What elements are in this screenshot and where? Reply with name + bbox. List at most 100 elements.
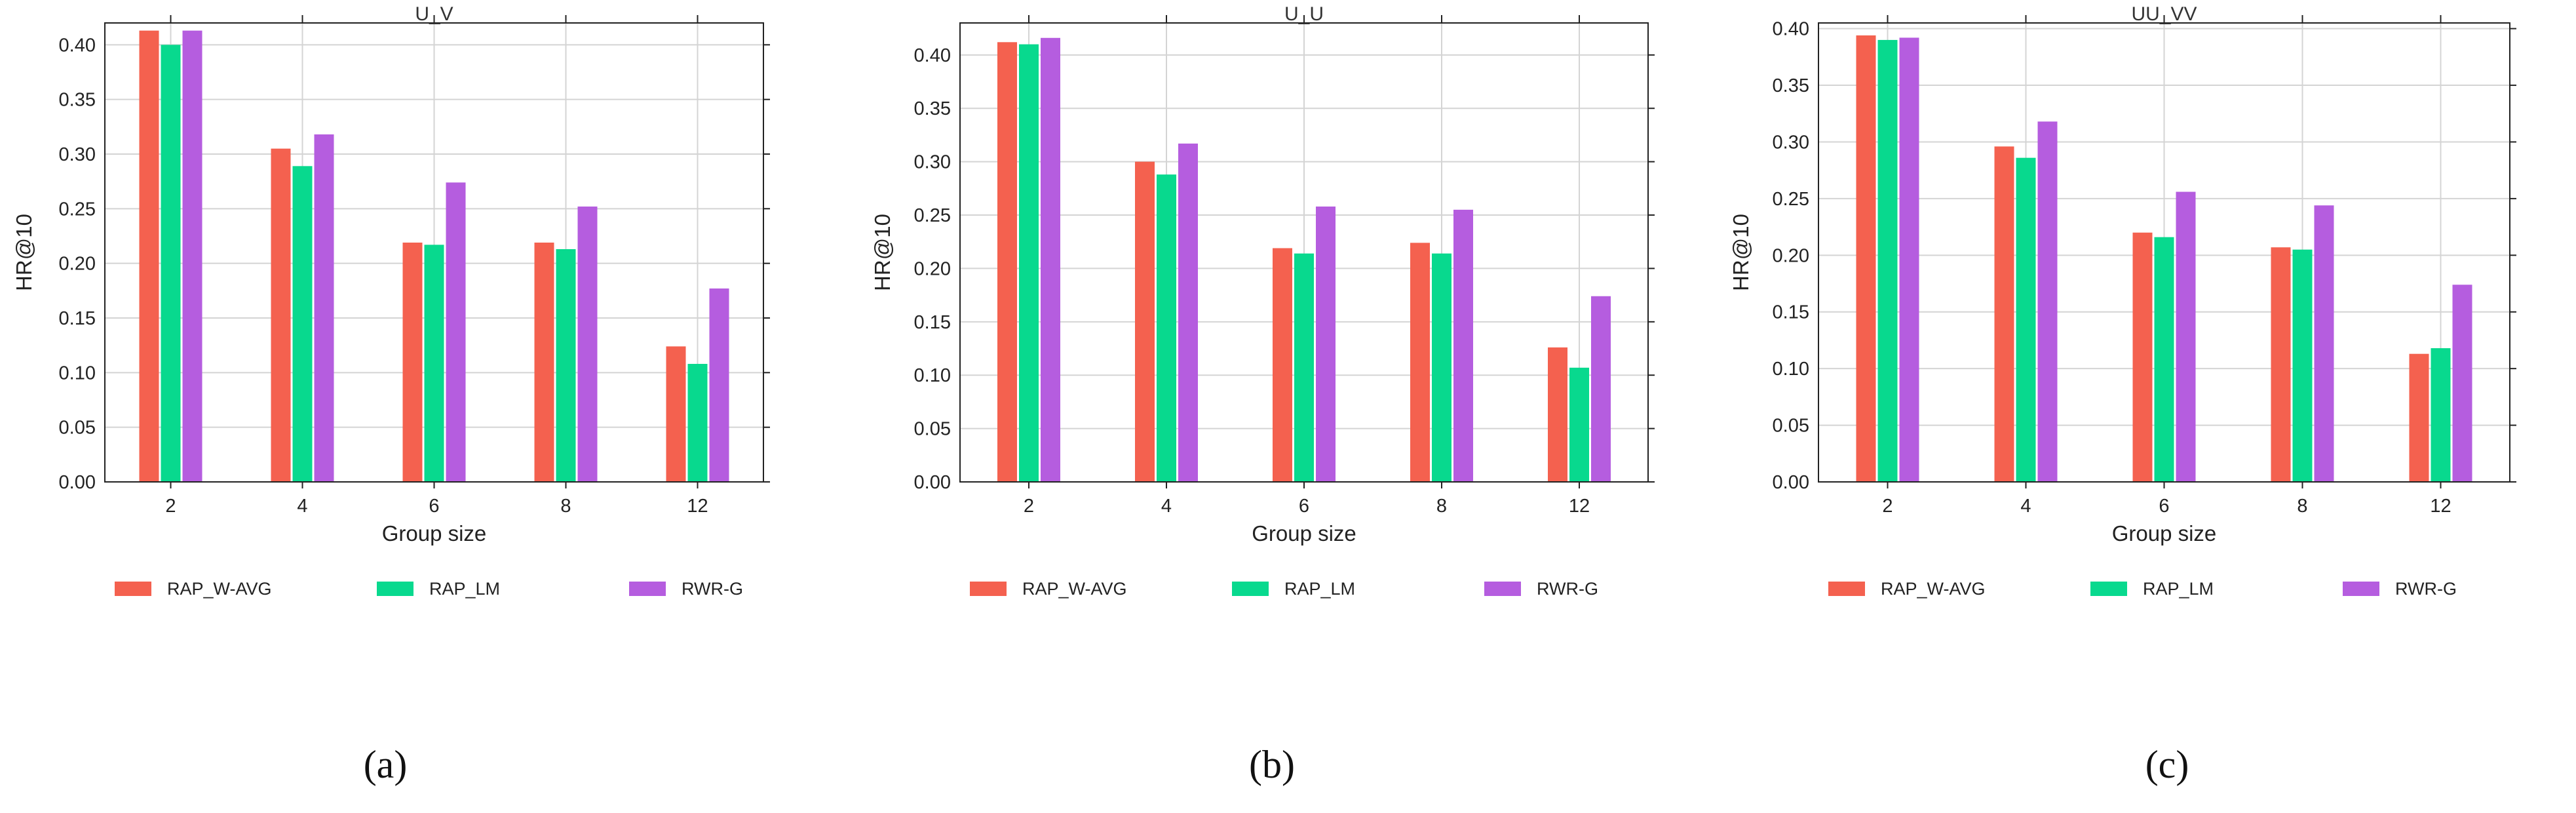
legend-label: RAP_LM bbox=[429, 579, 500, 599]
x-tick-label: 8 bbox=[2297, 496, 2307, 517]
legend-swatch-rwr-g bbox=[1484, 582, 1521, 596]
bar-rap-lm-4 bbox=[292, 166, 313, 483]
chart-title: U_V bbox=[415, 3, 453, 25]
bar-rap-lm-8 bbox=[1432, 253, 1451, 482]
bar-rap-w-avg-2 bbox=[997, 42, 1017, 483]
legend-swatch-rap-lm bbox=[1232, 582, 1269, 596]
bar-rap-w-avg-12 bbox=[666, 346, 686, 482]
bar-rap-lm-8 bbox=[556, 249, 576, 482]
y-tick-label: 0.15 bbox=[1773, 302, 1809, 323]
y-tick-label: 0.05 bbox=[1773, 416, 1809, 437]
bar-rwr-g-6 bbox=[1316, 207, 1336, 482]
y-tick-label: 0.05 bbox=[914, 419, 951, 440]
legend-label: RAP_LM bbox=[2143, 579, 2214, 599]
bar-rap-lm-6 bbox=[1294, 253, 1314, 482]
caption-a: (a) bbox=[363, 743, 408, 786]
bar-rwr-g-12 bbox=[2452, 285, 2472, 482]
bar-rap-w-avg-6 bbox=[402, 243, 423, 482]
bar-rwr-g-8 bbox=[1453, 209, 1473, 482]
caption-c: (c) bbox=[2145, 743, 2189, 786]
y-tick-label: 0.15 bbox=[914, 312, 951, 333]
legend-swatch-rap-w-avg bbox=[115, 582, 151, 596]
x-axis-label: Group size bbox=[2112, 521, 2217, 545]
y-tick-label: 0.30 bbox=[914, 152, 951, 173]
x-tick-label: 2 bbox=[165, 496, 176, 517]
x-axis-label: Group size bbox=[382, 521, 487, 545]
bar-rap-w-avg-12 bbox=[1548, 347, 1567, 482]
y-tick-label: 0.25 bbox=[1773, 189, 1809, 210]
legend-swatch-rwr-g bbox=[629, 582, 666, 596]
bar-rap-lm-2 bbox=[161, 45, 181, 483]
chart-c: 0.00 0.05 0.10 0.15 0.20 0.25 0.30 0.35 0.40 2 4 6 8… bbox=[1729, 3, 2516, 599]
bar-rap-w-avg-6 bbox=[1273, 248, 1292, 482]
legend-label: RAP_W-AVG bbox=[1022, 579, 1127, 599]
chart-b: 0.00 0.05 0.10 0.15 0.20 0.25 0.30 0.35 0.40 2 4 6 8… bbox=[870, 3, 1655, 599]
x-tick-label: 6 bbox=[429, 496, 439, 517]
y-tick-label: 0.10 bbox=[59, 363, 96, 384]
y-tick-label: 0.40 bbox=[1773, 19, 1809, 40]
bar-rap-w-avg-4 bbox=[271, 148, 291, 482]
x-tick-label: 12 bbox=[2430, 496, 2451, 517]
y-tick-label: 0.35 bbox=[1773, 75, 1809, 96]
bar-rap-lm-12 bbox=[1569, 367, 1589, 482]
bar-rwr-g-4 bbox=[314, 134, 334, 482]
y-tick-label: 0.35 bbox=[59, 90, 96, 111]
x-tick-label: 2 bbox=[1024, 496, 1034, 517]
bar-rap-w-avg-8 bbox=[1410, 243, 1430, 482]
chart-title: U_U bbox=[1284, 3, 1324, 25]
legend-swatch-rap-lm bbox=[2090, 582, 2127, 596]
legend-label: RAP_W-AVG bbox=[1881, 579, 1986, 599]
bar-rap-w-avg-8 bbox=[534, 243, 554, 482]
y-tick-label: 0.40 bbox=[59, 35, 96, 56]
legend-swatch-rwr-g bbox=[2343, 582, 2379, 596]
chart-title: UU_VV bbox=[2131, 3, 2197, 25]
y-axis-label: HR@10 bbox=[12, 214, 36, 291]
x-tick-label: 6 bbox=[2159, 496, 2169, 517]
y-tick-label: 0.20 bbox=[59, 254, 96, 275]
x-tick-label: 8 bbox=[1436, 496, 1447, 517]
bar-rap-w-avg-2 bbox=[1856, 35, 1876, 483]
bar-rap-w-avg-2 bbox=[139, 30, 159, 482]
bar-rap-lm-8 bbox=[2292, 249, 2313, 482]
bar-rwr-g-6 bbox=[2176, 191, 2196, 482]
x-tick-label: 4 bbox=[1161, 496, 1172, 517]
y-tick-label: 0.20 bbox=[914, 258, 951, 279]
x-tick-label: 2 bbox=[1882, 496, 1893, 517]
bar-rwr-g-4 bbox=[2037, 121, 2058, 483]
bar-rwr-g-8 bbox=[577, 207, 598, 482]
y-axis-label: HR@10 bbox=[1729, 214, 1753, 291]
x-tick-label: 12 bbox=[687, 496, 708, 517]
y-tick-label: 0.35 bbox=[914, 98, 951, 119]
bar-rwr-g-12 bbox=[1591, 296, 1611, 482]
legend-swatch-rap-w-avg bbox=[970, 582, 1007, 596]
bar-rap-lm-4 bbox=[1157, 174, 1176, 482]
bar-rap-lm-12 bbox=[2431, 348, 2451, 482]
bar-rwr-g-8 bbox=[2314, 205, 2334, 482]
y-tick-label: 0.30 bbox=[59, 144, 96, 165]
bar-rap-lm-4 bbox=[2016, 157, 2036, 482]
y-tick-label: 0.10 bbox=[1773, 359, 1809, 380]
y-tick-label: 0.05 bbox=[59, 418, 96, 439]
x-tick-label: 4 bbox=[297, 496, 307, 517]
y-tick-label: 0.00 bbox=[914, 472, 951, 493]
y-tick-label: 0.25 bbox=[59, 199, 96, 220]
bar-rap-lm-2 bbox=[1019, 44, 1039, 483]
legend-label: RAP_LM bbox=[1284, 579, 1355, 599]
bar-rwr-g-12 bbox=[709, 288, 729, 482]
legend-label: RAP_W-AVG bbox=[167, 579, 272, 599]
y-tick-label: 0.15 bbox=[59, 308, 96, 329]
bar-rap-lm-6 bbox=[2154, 237, 2174, 482]
bar-rwr-g-6 bbox=[446, 182, 466, 482]
x-tick-label: 8 bbox=[560, 496, 571, 517]
x-tick-label: 12 bbox=[1569, 496, 1590, 517]
bar-rwr-g-2 bbox=[1041, 37, 1060, 482]
y-tick-label: 0.00 bbox=[1773, 472, 1809, 493]
y-axis-label: HR@10 bbox=[870, 214, 894, 291]
y-tick-label: 0.30 bbox=[1773, 132, 1809, 153]
bar-rap-w-avg-8 bbox=[2271, 247, 2291, 482]
legend-label: RWR-G bbox=[1537, 579, 1598, 599]
bar-rap-lm-12 bbox=[687, 364, 708, 482]
x-axis-label: Group size bbox=[1252, 521, 1356, 545]
bar-rap-lm-6 bbox=[424, 245, 444, 482]
